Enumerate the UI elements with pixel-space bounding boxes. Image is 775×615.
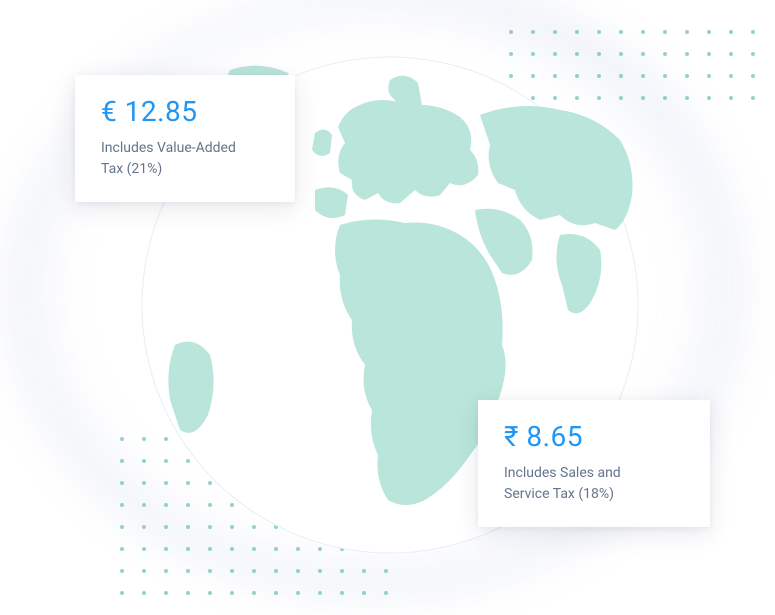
rupee-price-value: ₹ 8.65 (504, 420, 684, 453)
price-card-rupee: ₹ 8.65 Includes Sales and Service Tax (1… (478, 400, 710, 527)
euro-price-value: € 12.85 (101, 95, 269, 128)
price-card-euro: € 12.85 Includes Value-Added Tax (21%) (75, 75, 295, 202)
euro-price-desc: Includes Value-Added Tax (21%) (101, 138, 269, 180)
rupee-price-desc: Includes Sales and Service Tax (18%) (504, 463, 684, 505)
